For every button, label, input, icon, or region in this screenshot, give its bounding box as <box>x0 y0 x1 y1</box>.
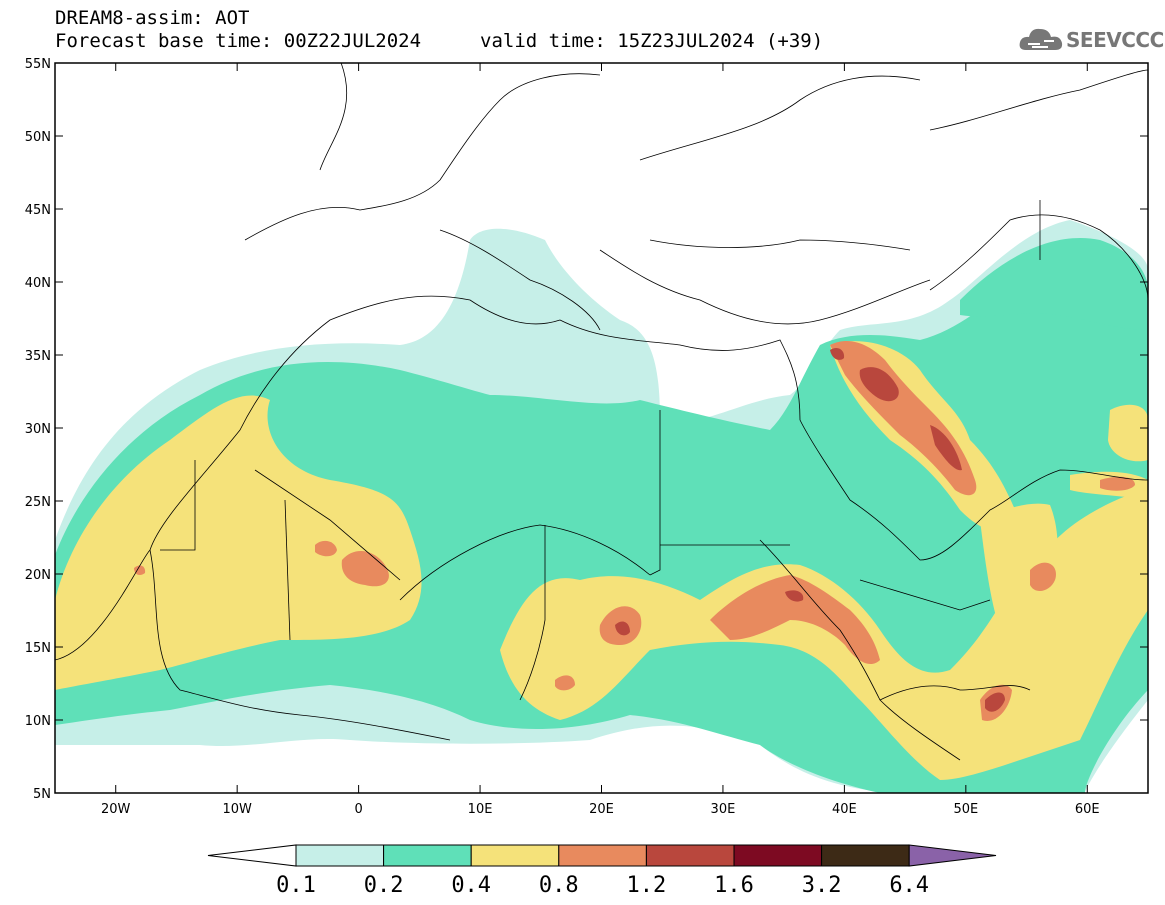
lat-tick-label: 30N <box>25 422 51 437</box>
lat-tick-label: 20N <box>25 568 51 583</box>
lon-tick-label: 10W <box>222 802 252 817</box>
lon-tick-label: 20W <box>101 802 131 817</box>
colorbar-label: 3.2 <box>802 873 842 898</box>
colorbar-label: 1.2 <box>627 873 667 898</box>
longitude-axis: 20W 10W 0 10E 20E 30E 40E 50E 60E <box>101 63 1100 817</box>
lat-tick-label: 55N <box>25 57 51 72</box>
lat-tick-label: 50N <box>25 130 51 145</box>
lat-tick-label: 15N <box>25 641 51 656</box>
colorbar-label: 0.2 <box>364 873 404 898</box>
colorbar-label: 0.4 <box>451 873 491 898</box>
lat-tick-label: 45N <box>25 203 51 218</box>
lat-tick-label: 35N <box>25 349 51 364</box>
logo-text: SEEVCCC <box>1066 28 1164 52</box>
lon-tick-label: 10E <box>468 802 493 817</box>
coastlines-and-borders <box>55 63 1148 761</box>
colorbar-swatch <box>733 844 823 867</box>
cloud-icon <box>1019 28 1063 50</box>
colorbar-over-triangle <box>908 844 997 867</box>
aot-band-1.2-1.6 <box>615 347 1005 712</box>
colorbar-under-triangle <box>207 844 297 867</box>
lon-tick-label: 50E <box>953 802 978 817</box>
colorbar-swatch <box>558 844 647 867</box>
aot-field <box>55 220 1148 793</box>
seevccc-logo: SEEVCCC <box>1018 24 1164 56</box>
lon-tick-label: 30E <box>711 802 736 817</box>
colorbar-swatch <box>295 844 385 867</box>
colorbar-label: 0.1 <box>276 873 316 898</box>
lat-tick-label: 10N <box>25 714 51 729</box>
lon-tick-label: 0 <box>354 802 362 817</box>
forecast-base-time: Forecast base time: 00Z22JUL2024 <box>55 30 422 52</box>
lon-tick-label: 20E <box>589 802 614 817</box>
lon-tick-label: 40E <box>832 802 857 817</box>
chart-title: DREAM8-assim: AOT <box>55 7 250 29</box>
valid-time: valid time: 15Z23JUL2024 (+39) <box>480 30 824 52</box>
colorbar: 0.1 0.2 0.4 0.8 1.2 1.6 3.2 6.4 <box>207 844 997 898</box>
lat-tick-label: 5N <box>33 787 51 802</box>
latitude-axis: 55N 50N 45N 40N 35N 30N 25N 20N 15N 10N 5N <box>25 57 1148 802</box>
colorbar-label: 1.6 <box>714 873 754 898</box>
colorbar-swatch <box>821 844 910 867</box>
lon-tick-label: 60E <box>1075 802 1100 817</box>
lat-tick-label: 40N <box>25 276 51 291</box>
colorbar-swatch <box>645 844 735 867</box>
lat-tick-label: 25N <box>25 495 51 510</box>
colorbar-swatch <box>383 844 472 867</box>
colorbar-label: 6.4 <box>889 873 929 898</box>
colorbar-label: 0.8 <box>539 873 579 898</box>
colorbar-swatch <box>470 844 560 867</box>
